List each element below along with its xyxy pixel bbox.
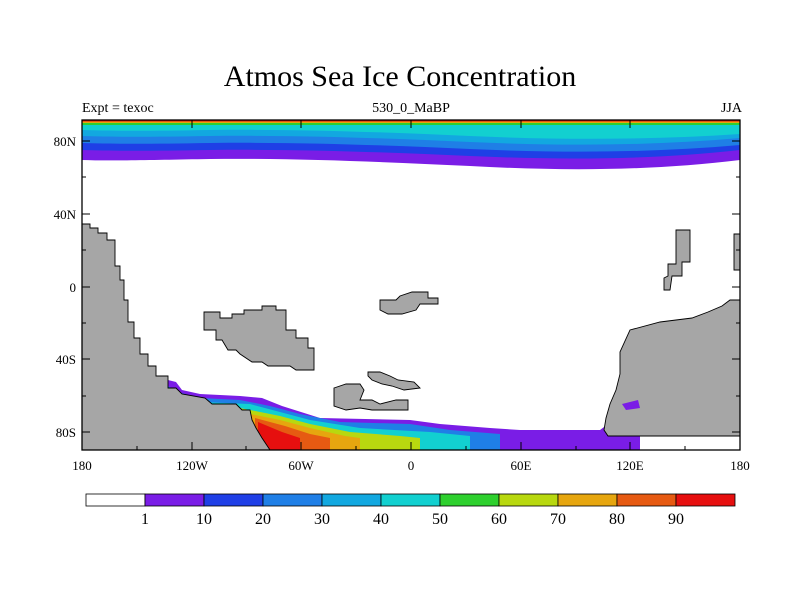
season-label: JJA: [720, 101, 742, 116]
map-plot-area: [82, 120, 740, 450]
colorbar-swatch: [262, 493, 323, 507]
lon-tick-marks: [81, 120, 741, 450]
lat-label: 0: [70, 280, 77, 295]
colorbar-swatch: [85, 493, 146, 507]
colorbar-swatch: [439, 493, 500, 507]
period-label: 530_0_MaBP: [372, 101, 450, 116]
lon-label: 60W: [288, 458, 314, 473]
landmass-east-island: [663, 229, 691, 291]
colorbar-swatch: [616, 493, 677, 507]
landmass-central-c: [367, 371, 421, 391]
colorbar-label: 40: [373, 511, 389, 528]
landmass-central-b: [379, 291, 439, 315]
colorbar-swatch: [675, 493, 736, 507]
colorbar-label: 70: [550, 511, 566, 528]
lon-label: 60E: [511, 458, 532, 473]
experiment-label: Expt = texoc: [82, 101, 154, 116]
lon-labels: 180 120W 60W 0 60E 120E 180: [72, 458, 750, 473]
landmass-central-d: [333, 383, 409, 411]
colorbar-label: 1: [141, 511, 149, 528]
colorbar-swatch: [144, 493, 205, 507]
colorbar-label: 50: [432, 511, 448, 528]
lat-label: 80N: [54, 134, 77, 149]
lat-tick-marks: [82, 140, 740, 433]
lat-label: 40S: [56, 352, 76, 367]
lat-label: 80S: [56, 425, 76, 440]
landmass-east: [603, 224, 740, 437]
lon-label: 120W: [176, 458, 209, 473]
lon-label: 180: [730, 458, 750, 473]
colorbar-label: 80: [609, 511, 625, 528]
colorbar-labels: 1 10 20 30 40 50 60 70 80 90: [141, 511, 684, 528]
lon-label: 120E: [616, 458, 644, 473]
colorbar: [85, 493, 736, 507]
lat-labels: 80N 40N 0 40S 80S: [54, 134, 77, 440]
lat-label: 40N: [54, 207, 77, 222]
landmass-west: [82, 223, 271, 450]
colorbar-label: 10: [196, 511, 212, 528]
colorbar-swatch: [498, 493, 559, 507]
landmass-west-edge: [733, 233, 740, 271]
colorbar-swatch: [557, 493, 618, 507]
colorbar-label: 90: [668, 511, 684, 528]
colorbar-swatch: [203, 493, 264, 507]
landmass-central-a: [203, 305, 315, 371]
map-title: Atmos Sea Ice Concentration: [223, 60, 577, 93]
arctic-sea-ice: [82, 120, 740, 170]
lon-label: 180: [72, 458, 92, 473]
lon-label: 0: [408, 458, 415, 473]
colorbar-label: 20: [255, 511, 271, 528]
colorbar-label: 60: [491, 511, 507, 528]
land-masses: [82, 223, 740, 450]
colorbar-swatch: [321, 493, 382, 507]
colorbar-label: 30: [314, 511, 330, 528]
east-ice-patch: [622, 400, 640, 410]
colorbar-swatch: [380, 493, 441, 507]
